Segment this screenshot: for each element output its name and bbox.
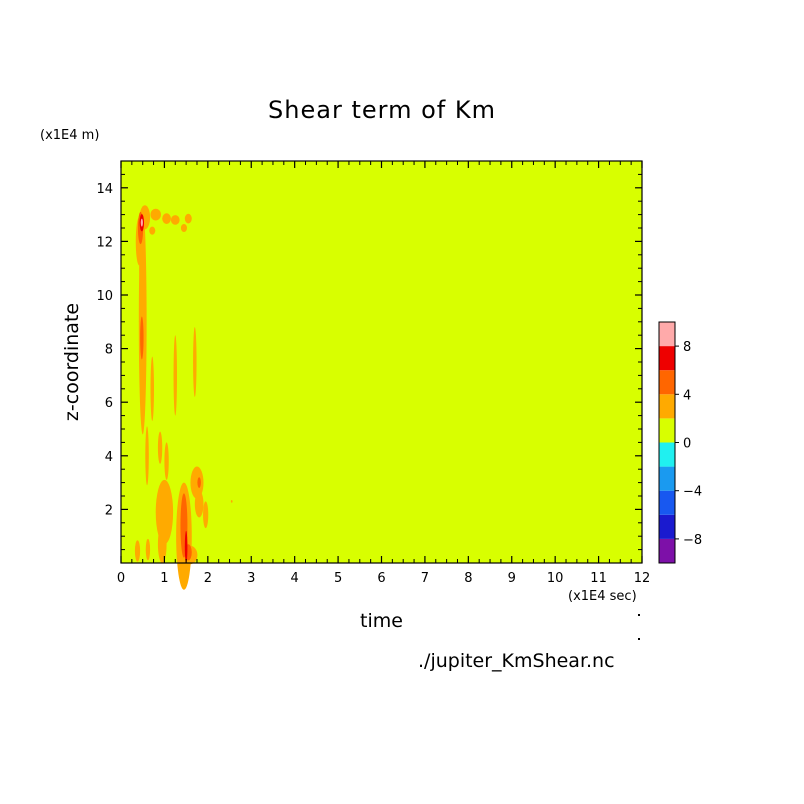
y-tick-label: 8 <box>105 343 113 358</box>
colorbar-swatch <box>659 490 675 515</box>
colorbar-label: 8 <box>683 340 691 355</box>
contour-region <box>190 466 204 499</box>
x-tick-label: 11 <box>590 571 607 586</box>
colorbar-swatch <box>659 418 675 443</box>
x-tick-label: 10 <box>547 571 564 586</box>
colorbar-swatch <box>659 394 675 419</box>
colorbar-label: −4 <box>683 485 702 500</box>
colorbar-label: −8 <box>683 533 702 548</box>
x-tick-label: 12 <box>634 571 651 586</box>
contour-region <box>203 501 209 529</box>
y-axis-unit: (x1E4 m) <box>40 128 100 143</box>
x-tick-label: 8 <box>464 571 472 586</box>
colorbar-swatch <box>659 370 675 395</box>
colorbar-swatch <box>659 442 675 467</box>
x-axis-unit: (x1E4 sec) <box>568 589 637 604</box>
x-tick-label: 7 <box>421 571 429 586</box>
x-axis-label: time <box>360 610 403 632</box>
contour-region <box>157 525 167 563</box>
x-tick-label: 0 <box>117 571 125 586</box>
contour-region <box>140 316 144 360</box>
contour-region <box>164 442 169 480</box>
colorbar-label: 4 <box>683 388 691 403</box>
x-tick-label: 9 <box>508 571 516 586</box>
colorbar-label: 0 <box>683 437 691 452</box>
y-tick-label: 2 <box>105 503 113 518</box>
contour-region <box>170 215 180 225</box>
x-tick-label: 5 <box>334 571 342 586</box>
contour-region <box>145 538 151 561</box>
x-tick-label: 6 <box>377 571 385 586</box>
x-tick-label: 1 <box>160 571 168 586</box>
contour-region <box>194 490 204 518</box>
colorbar-swatch <box>659 346 675 371</box>
x-tick-label: 2 <box>204 571 212 586</box>
contour-region <box>145 426 149 486</box>
contour-region <box>149 226 156 235</box>
dot-mark <box>638 638 640 640</box>
y-tick-label: 12 <box>96 235 113 250</box>
contour-region <box>193 327 197 397</box>
contour-region <box>180 223 187 233</box>
contour-region <box>173 335 178 416</box>
x-tick-label: 3 <box>247 571 255 586</box>
contour-region <box>197 477 201 488</box>
contour-region <box>184 530 188 563</box>
x-tick-label: 4 <box>291 571 299 586</box>
plot-area-fill <box>121 161 642 563</box>
contour-region <box>139 254 144 282</box>
colorbar-swatch <box>659 466 675 491</box>
colorbar-swatch <box>659 322 675 347</box>
y-tick-label: 4 <box>105 450 113 465</box>
contour-region <box>150 356 154 421</box>
y-axis-label: z-coordinate <box>61 302 83 422</box>
y-tick-label: 6 <box>105 396 113 411</box>
source-file-label: ./jupiter_KmShear.nc <box>418 650 615 672</box>
colorbar-swatch <box>659 538 675 563</box>
contour-region <box>230 500 233 503</box>
y-tick-label: 10 <box>96 289 113 304</box>
contour-region <box>150 208 161 221</box>
y-tick-label: 14 <box>96 182 113 197</box>
contour-region <box>162 213 171 224</box>
contour-region <box>134 540 141 562</box>
contour-region <box>157 431 163 464</box>
contour-region <box>184 213 192 224</box>
dot-mark <box>638 614 640 616</box>
colorbar-swatch <box>659 514 675 539</box>
contour-region <box>140 218 143 227</box>
chart-title: Shear term of Km <box>268 96 496 124</box>
